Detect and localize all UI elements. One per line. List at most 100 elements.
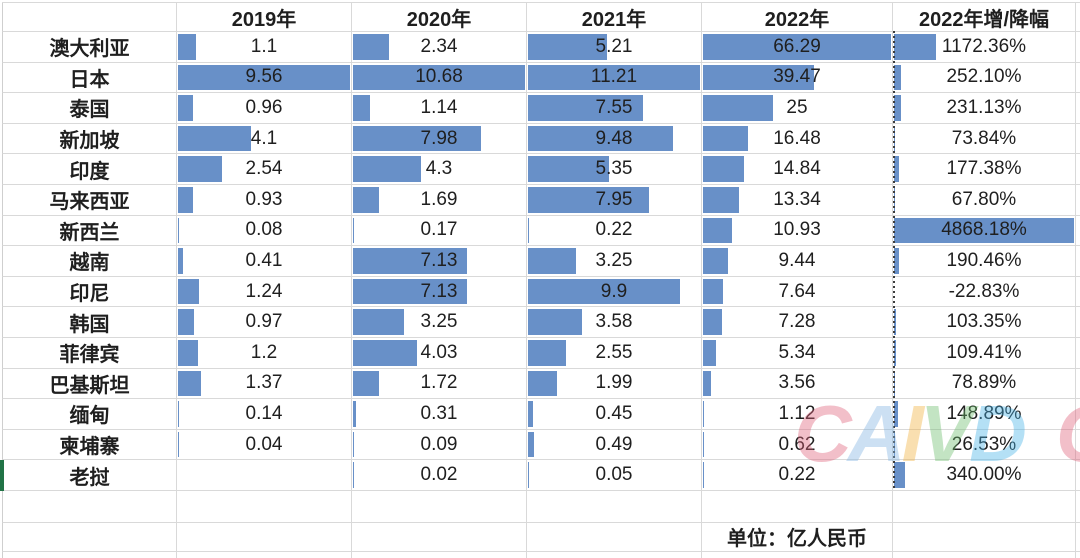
value-cell[interactable]: 9.44 (702, 246, 893, 277)
empty-cell[interactable] (177, 522, 352, 552)
empty-cell[interactable] (177, 490, 352, 523)
value-cell[interactable]: 231.13% (893, 93, 1076, 124)
country-cell[interactable]: 马来西亚 (2, 184, 177, 216)
country-cell[interactable]: 越南 (2, 246, 177, 277)
value-cell[interactable]: 7.95 (527, 184, 702, 216)
value-cell[interactable]: 148.89% (893, 399, 1076, 430)
value-cell[interactable]: 340.00% (893, 460, 1076, 491)
value-cell[interactable]: 66.29 (702, 32, 893, 63)
value-cell[interactable]: 3.58 (527, 307, 702, 338)
value-cell[interactable]: 13.34 (702, 184, 893, 216)
value-cell[interactable] (177, 460, 352, 491)
empty-cell[interactable] (1076, 522, 1080, 552)
value-cell[interactable]: 252.10% (893, 62, 1076, 94)
empty-cell[interactable] (893, 490, 1076, 523)
value-cell[interactable]: 1.12 (702, 399, 893, 430)
value-cell[interactable]: 1.24 (177, 276, 352, 308)
empty-cell[interactable] (527, 490, 702, 523)
country-cell[interactable]: 菲律宾 (2, 337, 177, 369)
value-cell[interactable]: 7.13 (352, 246, 527, 277)
value-cell[interactable]: 5.34 (702, 337, 893, 369)
country-cell[interactable]: 巴基斯坦 (2, 368, 177, 400)
value-cell[interactable]: 0.93 (177, 184, 352, 216)
country-cell[interactable]: 缅甸 (2, 399, 177, 430)
value-cell[interactable]: 0.22 (702, 460, 893, 491)
value-cell[interactable]: 9.48 (527, 123, 702, 155)
value-cell[interactable]: 9.56 (177, 62, 352, 94)
value-cell[interactable]: 109.41% (893, 337, 1076, 369)
value-cell[interactable]: 11.21 (527, 62, 702, 94)
value-cell[interactable]: 73.84% (893, 123, 1076, 155)
column-header-2022年增/降幅[interactable]: 2022年增/降幅 (893, 3, 1076, 32)
empty-cell[interactable] (2, 490, 177, 523)
value-cell[interactable]: 16.48 (702, 123, 893, 155)
empty-cell[interactable] (2, 522, 177, 552)
value-cell[interactable]: 7.55 (527, 93, 702, 124)
value-cell[interactable]: 0.09 (352, 429, 527, 461)
country-cell[interactable]: 澳大利亚 (2, 32, 177, 63)
value-cell[interactable]: 7.98 (352, 123, 527, 155)
value-cell[interactable]: 1.69 (352, 184, 527, 216)
value-cell[interactable]: 103.35% (893, 307, 1076, 338)
value-cell[interactable]: 14.84 (702, 154, 893, 185)
value-cell[interactable]: 1.37 (177, 368, 352, 400)
country-cell[interactable]: 新西兰 (2, 215, 177, 247)
value-cell[interactable]: 0.45 (527, 399, 702, 430)
value-cell[interactable]: 190.46% (893, 246, 1076, 277)
value-cell[interactable]: 5.35 (527, 154, 702, 185)
column-header-2022年[interactable]: 2022年 (702, 3, 893, 32)
value-cell[interactable]: 7.28 (702, 307, 893, 338)
value-cell[interactable]: 0.04 (177, 429, 352, 461)
empty-cell[interactable] (352, 522, 527, 552)
value-cell[interactable]: 0.08 (177, 215, 352, 247)
country-cell[interactable]: 泰国 (2, 93, 177, 124)
country-cell[interactable]: 新加坡 (2, 123, 177, 155)
value-cell[interactable]: 7.13 (352, 276, 527, 308)
empty-cell[interactable] (352, 490, 527, 523)
column-header-2020年[interactable]: 2020年 (352, 3, 527, 32)
value-cell[interactable]: 9.9 (527, 276, 702, 308)
value-cell[interactable]: 3.25 (352, 307, 527, 338)
value-cell[interactable]: 78.89% (893, 368, 1076, 400)
value-cell[interactable]: 1.72 (352, 368, 527, 400)
country-cell[interactable]: 印尼 (2, 276, 177, 308)
value-cell[interactable]: 2.55 (527, 337, 702, 369)
empty-cell[interactable] (1076, 490, 1080, 523)
value-cell[interactable]: 177.38% (893, 154, 1076, 185)
value-cell[interactable]: 39.47 (702, 62, 893, 94)
unit-note-cell[interactable]: 单位：亿人民币 (702, 522, 893, 552)
value-cell[interactable]: 0.96 (177, 93, 352, 124)
value-cell[interactable]: 10.68 (352, 62, 527, 94)
country-cell[interactable]: 柬埔寨 (2, 429, 177, 461)
value-cell[interactable]: 26.53% (893, 429, 1076, 461)
value-cell[interactable]: 0.14 (177, 399, 352, 430)
value-cell[interactable]: 5.21 (527, 32, 702, 63)
value-cell[interactable]: 0.22 (527, 215, 702, 247)
country-cell[interactable]: 老挝 (2, 460, 177, 491)
value-cell[interactable]: 0.31 (352, 399, 527, 430)
value-cell[interactable]: 4.3 (352, 154, 527, 185)
value-cell[interactable]: 1.14 (352, 93, 527, 124)
value-cell[interactable]: 0.41 (177, 246, 352, 277)
value-cell[interactable]: 0.97 (177, 307, 352, 338)
value-cell[interactable]: 1.1 (177, 32, 352, 63)
value-cell[interactable]: 4868.18% (893, 215, 1076, 247)
value-cell[interactable]: 67.80% (893, 184, 1076, 216)
column-header-2019年[interactable]: 2019年 (177, 3, 352, 32)
value-cell[interactable]: 10.93 (702, 215, 893, 247)
country-cell[interactable]: 印度 (2, 154, 177, 185)
value-cell[interactable]: 1172.36% (893, 32, 1076, 63)
country-cell[interactable]: 日本 (2, 62, 177, 94)
value-cell[interactable]: 3.56 (702, 368, 893, 400)
value-cell[interactable]: 25 (702, 93, 893, 124)
value-cell[interactable]: 7.64 (702, 276, 893, 308)
corner-cell[interactable] (2, 3, 177, 32)
value-cell[interactable]: 2.54 (177, 154, 352, 185)
value-cell[interactable]: 0.62 (702, 429, 893, 461)
value-cell[interactable]: 4.1 (177, 123, 352, 155)
value-cell[interactable]: 0.49 (527, 429, 702, 461)
value-cell[interactable]: -22.83% (893, 276, 1076, 308)
value-cell[interactable]: 1.2 (177, 337, 352, 369)
value-cell[interactable]: 0.02 (352, 460, 527, 491)
value-cell[interactable]: 2.34 (352, 32, 527, 63)
